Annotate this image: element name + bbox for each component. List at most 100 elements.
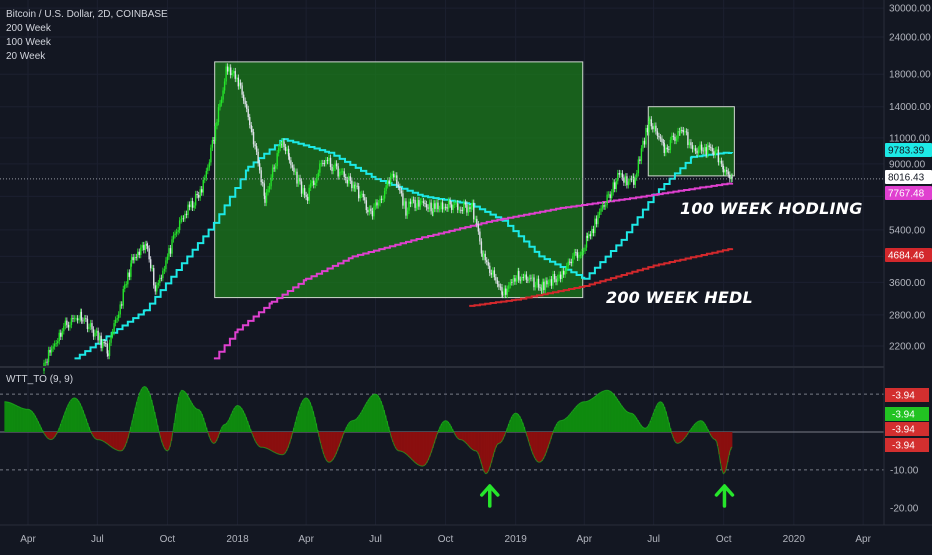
candle-body bbox=[387, 180, 388, 185]
candle-body bbox=[308, 188, 309, 201]
candle-body bbox=[174, 234, 175, 236]
candle-body bbox=[399, 187, 400, 191]
candle-body bbox=[660, 137, 661, 138]
price-axis-label: 14000.00 bbox=[889, 102, 931, 113]
indicator-bar bbox=[731, 432, 732, 447]
candle-body bbox=[253, 132, 254, 144]
study-20-week[interactable]: 20 Week bbox=[6, 50, 168, 64]
candle-body bbox=[366, 200, 367, 210]
candle-body bbox=[654, 126, 655, 129]
candle-body bbox=[622, 173, 623, 177]
candle-body bbox=[584, 248, 585, 251]
candle-body bbox=[577, 252, 578, 257]
indicator-tag-label: -3.94 bbox=[892, 410, 915, 421]
candle-body bbox=[443, 207, 444, 209]
candle-body bbox=[121, 304, 122, 305]
candle-body bbox=[668, 149, 669, 150]
candle-body bbox=[710, 147, 711, 148]
candle-body bbox=[492, 270, 493, 274]
candle-body bbox=[249, 117, 250, 125]
candle-body bbox=[260, 170, 261, 182]
candle-body bbox=[554, 274, 555, 279]
candle-body bbox=[230, 67, 231, 75]
candle-body bbox=[162, 271, 163, 278]
candle-body bbox=[275, 166, 276, 168]
candle-body bbox=[563, 271, 564, 275]
candle-body bbox=[152, 268, 153, 269]
price-axis-label: 30000.00 bbox=[889, 4, 931, 15]
candle-body bbox=[159, 278, 160, 283]
candle-body bbox=[609, 194, 610, 198]
candle-body bbox=[77, 318, 78, 320]
study-100-week[interactable]: 100 Week bbox=[6, 36, 168, 50]
candle-body bbox=[262, 182, 263, 183]
candle-body bbox=[364, 197, 365, 200]
candle-body bbox=[699, 145, 700, 150]
candle-body bbox=[689, 142, 690, 145]
candle-body bbox=[551, 279, 552, 285]
candle-body bbox=[566, 266, 567, 271]
candle-body bbox=[707, 145, 708, 154]
candle-body bbox=[293, 168, 294, 172]
candle-body bbox=[355, 186, 356, 189]
annotation-100-week-hodling: 100 WEEK HODLING bbox=[680, 199, 863, 218]
candle-body bbox=[333, 168, 334, 171]
candle-body bbox=[267, 189, 268, 192]
candle-body bbox=[719, 161, 720, 162]
candle-body bbox=[276, 153, 277, 166]
study-200-week[interactable]: 200 Week bbox=[6, 22, 168, 36]
candle-body bbox=[75, 318, 76, 319]
candle-body bbox=[290, 160, 291, 165]
candle-body bbox=[606, 195, 607, 206]
candle-body bbox=[60, 333, 61, 337]
candle-body bbox=[690, 142, 691, 145]
candle-body bbox=[473, 203, 474, 220]
candle-body bbox=[325, 160, 326, 163]
candle-body bbox=[588, 234, 589, 238]
candle-body bbox=[74, 318, 75, 319]
candle-body bbox=[218, 107, 219, 122]
candle-body bbox=[530, 278, 531, 279]
candle-body bbox=[52, 346, 53, 348]
candle-body bbox=[350, 176, 351, 180]
candle-body bbox=[529, 278, 530, 280]
candle-body bbox=[153, 268, 154, 285]
candle-body bbox=[330, 158, 331, 167]
candle-body bbox=[538, 279, 539, 288]
candle-body bbox=[129, 273, 130, 277]
candle-body bbox=[324, 163, 325, 164]
price-axis-label: 11000.00 bbox=[889, 133, 930, 144]
candle-body bbox=[575, 252, 576, 253]
candle-body bbox=[113, 323, 114, 332]
candle-body bbox=[62, 331, 63, 336]
candle-body bbox=[307, 197, 308, 201]
candle-body bbox=[642, 141, 643, 149]
indicator-legend[interactable]: WTT_TO (9, 9) bbox=[6, 374, 73, 385]
candle-body bbox=[436, 203, 437, 209]
candle-body bbox=[392, 174, 393, 176]
candle-body bbox=[479, 232, 480, 242]
candle-body bbox=[212, 140, 213, 148]
candle-body bbox=[298, 178, 299, 184]
candle-body bbox=[283, 142, 284, 147]
candle-body bbox=[561, 271, 562, 279]
candle-body bbox=[170, 248, 171, 254]
candle-body bbox=[404, 201, 405, 205]
candle-body bbox=[511, 282, 512, 283]
indicator-tag-label: -3.94 bbox=[892, 391, 915, 402]
indicator-axis-label: -10.00 bbox=[890, 465, 919, 476]
candle-body bbox=[382, 199, 383, 200]
symbol-title[interactable]: Bitcoin / U.S. Dollar, 2D, COINBASE bbox=[6, 8, 168, 22]
candle-body bbox=[546, 281, 547, 285]
candle-body bbox=[513, 278, 514, 282]
time-axis-label: 2018 bbox=[226, 534, 249, 545]
candle-body bbox=[373, 207, 374, 217]
candle-body bbox=[433, 203, 434, 213]
candle-body bbox=[565, 271, 566, 275]
candle-body bbox=[186, 214, 187, 215]
candle-body bbox=[243, 95, 244, 101]
candle-body bbox=[560, 275, 561, 279]
candle-body bbox=[393, 174, 394, 177]
